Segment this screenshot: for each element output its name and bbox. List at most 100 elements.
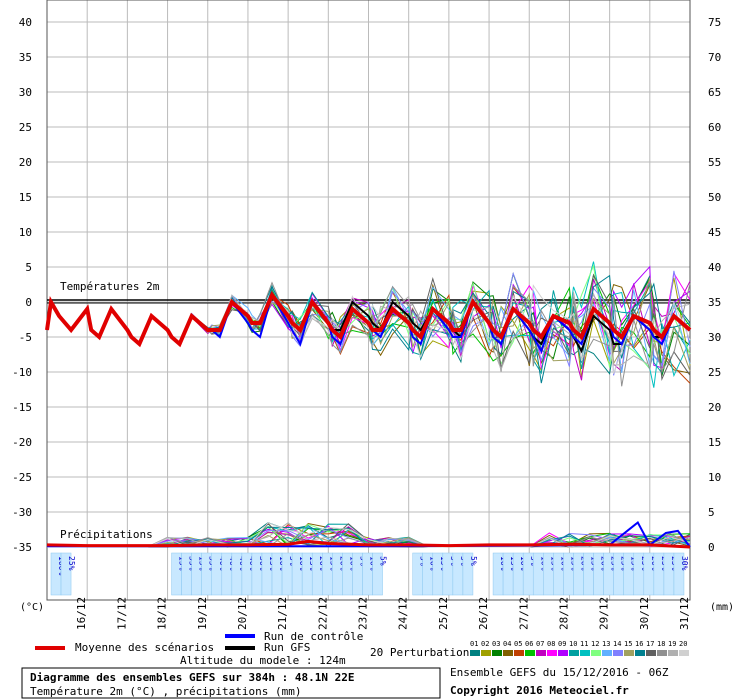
right-tick-label: 5 xyxy=(708,506,715,519)
x-tick-label: 25/12 xyxy=(437,597,450,630)
perturbation-swatch-08 xyxy=(547,650,557,656)
perturbation-swatch-05 xyxy=(514,650,524,656)
right-tick-label: 55 xyxy=(708,156,721,169)
precip-section-label: Précipitations xyxy=(60,528,153,541)
perturbation-id-03: 03 xyxy=(492,640,500,648)
x-tick-label: 19/12 xyxy=(196,597,209,630)
perturbation-id-14: 14 xyxy=(613,640,621,648)
right-tick-label: 25 xyxy=(708,366,721,379)
perturbations-label: 20 Perturbations xyxy=(370,646,476,659)
perturbation-id-13: 13 xyxy=(602,640,610,648)
left-tick-label: -10 xyxy=(12,366,32,379)
perturbation-swatch-17 xyxy=(646,650,656,656)
perturbation-swatch-01 xyxy=(470,650,480,656)
perturbation-swatch-03 xyxy=(492,650,502,656)
perturbation-swatch-18 xyxy=(657,650,667,656)
perturbation-id-16: 16 xyxy=(635,640,643,648)
x-tick-label: 21/12 xyxy=(276,597,289,630)
prob-box xyxy=(462,552,474,596)
title-box xyxy=(21,667,441,699)
left-unit-label: (°C) xyxy=(20,602,44,613)
right-tick-label: 70 xyxy=(708,51,721,64)
prob-label: 5% xyxy=(379,556,388,566)
perturbation-id-06: 06 xyxy=(525,640,533,648)
run-info: Ensemble GEFS du 15/12/2016 - 06Z xyxy=(450,666,669,679)
perturbation-swatch-07 xyxy=(536,650,546,656)
series-line-0 xyxy=(45,291,692,348)
perturbation-legend: 01 02 03 04 05 06 07 08 09 10 11 12 13 14 15 16 17 18 19 20 xyxy=(470,640,689,656)
left-tick-label: 35 xyxy=(19,51,32,64)
left-tick-label: 30 xyxy=(19,86,32,99)
prob-label: 25% xyxy=(67,556,76,571)
legend-gfs-label: Run GFS xyxy=(264,641,310,654)
perturbation-swatch-04 xyxy=(503,650,513,656)
left-tick-label: -30 xyxy=(12,506,32,519)
perturbation-id-05: 05 xyxy=(514,640,522,648)
chart-title: Diagramme des ensembles GEFS sur 384h : … xyxy=(30,671,355,684)
perturbation-id-15: 15 xyxy=(624,640,632,648)
perturbation-swatch-15 xyxy=(624,650,634,656)
perturbation-id-18: 18 xyxy=(657,640,665,648)
right-tick-label: 45 xyxy=(708,226,721,239)
left-tick-label: -35 xyxy=(12,541,32,554)
prob-box xyxy=(60,552,72,596)
x-tick-label: 23/12 xyxy=(357,597,370,630)
perturbation-id-02: 02 xyxy=(481,640,489,648)
series-lines xyxy=(45,291,692,354)
chart-subtitle: Température 2m (°C) , précipitations (mm… xyxy=(30,685,302,698)
left-tick-label: -5 xyxy=(19,331,32,344)
x-tick-label: 31/12 xyxy=(678,597,691,630)
x-tick-label: 24/12 xyxy=(397,597,410,630)
x-tick-label: 22/12 xyxy=(316,597,329,630)
precipitation-lines xyxy=(46,520,691,549)
right-tick-label: 65 xyxy=(708,86,721,99)
left-tick-label: 40 xyxy=(19,16,32,29)
x-axis: 16/12 17/12 18/12 19/12 20/12 21/12 22/12 23/12… xyxy=(75,597,691,630)
left-tick-label: 10 xyxy=(19,226,32,239)
x-tick-label: 16/12 xyxy=(75,597,88,630)
perturbation-id-04: 04 xyxy=(503,640,511,648)
temp-section-label: Températures 2m xyxy=(60,280,160,293)
left-tick-label: 0 xyxy=(25,296,32,309)
prob-label: 30% xyxy=(680,556,689,571)
right-tick-label: 75 xyxy=(708,16,721,29)
perturbation-id-20: 20 xyxy=(679,640,687,648)
perturbation-swatch-02 xyxy=(481,650,491,656)
prob-box xyxy=(372,552,383,596)
perturbation-swatch-06 xyxy=(525,650,535,656)
perturbation-id-10: 10 xyxy=(569,640,577,648)
left-tick-label: -15 xyxy=(12,401,32,414)
prob-box xyxy=(673,552,685,596)
perturbation-swatch-09 xyxy=(558,650,568,656)
perturbation-swatch-19 xyxy=(668,650,678,656)
right-tick-label: 10 xyxy=(708,471,721,484)
left-tick-label: 20 xyxy=(19,156,32,169)
x-tick-label: 18/12 xyxy=(156,597,169,630)
perturbation-id-12: 12 xyxy=(591,640,599,648)
perturbation-id-07: 07 xyxy=(536,640,544,648)
x-tick-label: 27/12 xyxy=(517,597,530,630)
right-tick-label: 20 xyxy=(708,401,721,414)
perturbation-swatch-14 xyxy=(613,650,623,656)
x-tick-label: 20/12 xyxy=(236,597,249,630)
precip-mean-line xyxy=(46,539,691,549)
perturbation-swatch-13 xyxy=(602,650,612,656)
legend-mean-label: Moyenne des scénarios xyxy=(75,641,214,654)
perturbation-swatch-20 xyxy=(679,650,689,656)
right-tick-label: 60 xyxy=(708,121,721,134)
right-tick-label: 15 xyxy=(708,436,721,449)
x-tick-label: 17/12 xyxy=(115,597,128,630)
right-tick-label: 35 xyxy=(708,296,721,309)
perturbation-swatch-10 xyxy=(569,650,579,656)
legend: Moyenne des scénarios Run de contrôle Ru… xyxy=(35,630,689,667)
x-tick-label: 30/12 xyxy=(638,597,651,630)
perturbation-id-01: 01 xyxy=(470,640,478,648)
left-tick-label: -25 xyxy=(12,471,32,484)
right-unit-label: (mm) xyxy=(710,602,734,613)
prob-label: 5% xyxy=(469,556,478,566)
x-tick-label: 26/12 xyxy=(477,597,490,630)
left-tick-label: 15 xyxy=(19,191,32,204)
altitude-label: Altitude du modele : 124m xyxy=(180,654,346,667)
perturbation-id-11: 11 xyxy=(580,640,588,648)
